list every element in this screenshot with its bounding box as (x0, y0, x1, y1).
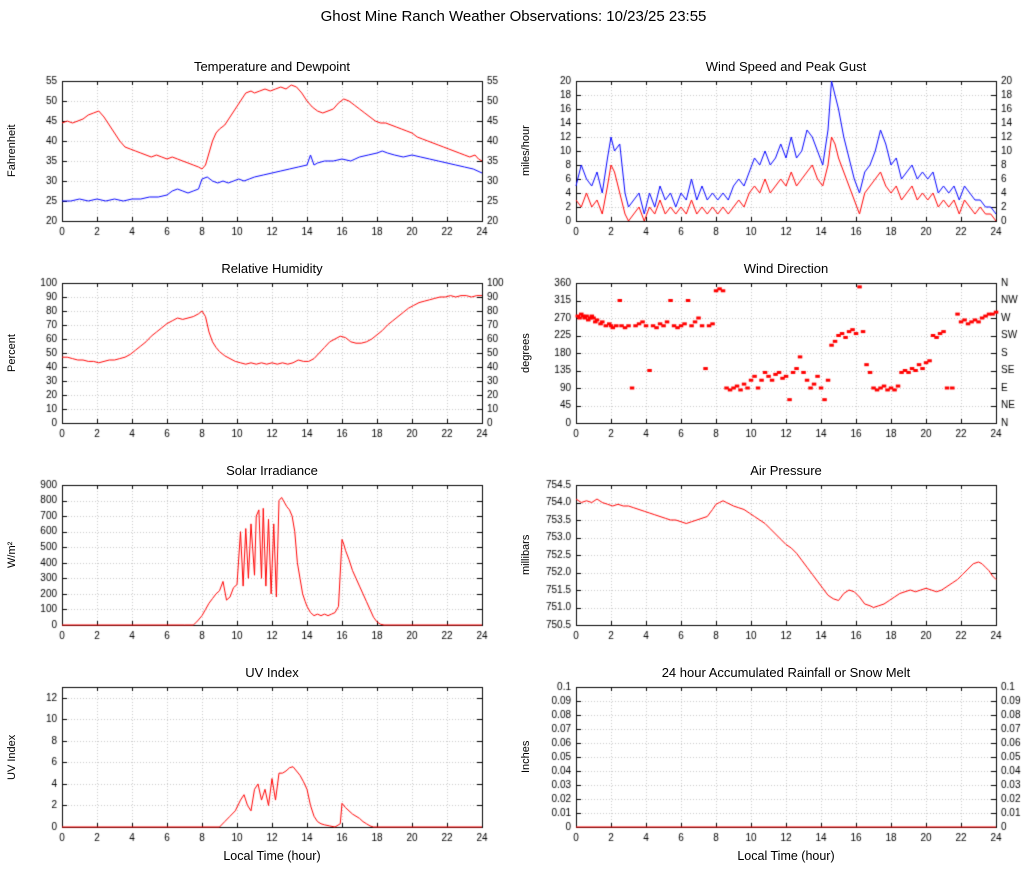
chart-rainfall: 24 hour Accumulated Rainfall or Snow Mel… (514, 651, 1027, 878)
chart-relative-humidity: Relative Humidity Percent (0, 247, 513, 449)
y-axis-label: degrees (520, 333, 532, 373)
chart-wind-speed-gust: Wind Speed and Peak Gust miles/hour (514, 45, 1027, 247)
wind-direction-plot (514, 247, 1027, 449)
wind-speed-gust-plot (514, 45, 1027, 247)
x-axis-label: Local Time (hour) (223, 849, 321, 863)
chart-title: Temperature and Dewpoint (193, 59, 351, 74)
chart-title: Air Pressure (750, 463, 822, 478)
chart-solar-irradiance: Solar Irradiance W/m² (0, 449, 513, 651)
chart-air-pressure: Air Pressure millibars (514, 449, 1027, 651)
x-axis-label: Local Time (hour) (737, 849, 835, 863)
temperature-dewpoint-plot (0, 45, 513, 247)
chart-title: 24 hour Accumulated Rainfall or Snow Mel… (661, 665, 911, 680)
y-axis-label: Percent (6, 334, 18, 372)
solar-irradiance-plot (0, 449, 513, 651)
y-axis-label: W/m² (6, 541, 18, 569)
rainfall-plot (514, 651, 1027, 878)
y-axis-label: UV Index (6, 734, 18, 780)
relative-humidity-plot (0, 247, 513, 449)
chart-title: Solar Irradiance (226, 463, 318, 478)
page-title: Ghost Mine Ranch Weather Observations: 1… (320, 8, 707, 25)
chart-title: Relative Humidity (221, 261, 323, 276)
y-axis-label: Inches (520, 740, 532, 774)
uv-index-plot (0, 651, 513, 878)
chart-title: UV Index (245, 665, 299, 680)
y-axis-label: Fahrenheit (6, 124, 18, 178)
chart-temperature-dewpoint: Temperature and Dewpoint Fahrenheit (0, 45, 513, 247)
chart-wind-direction: Wind Direction degrees (514, 247, 1027, 449)
chart-title: Wind Direction (743, 261, 829, 276)
y-axis-label: miles/hour (520, 125, 532, 177)
chart-title: Wind Speed and Peak Gust (705, 59, 867, 74)
air-pressure-plot (514, 449, 1027, 651)
y-axis-label: millibars (520, 534, 532, 576)
chart-uv-index: UV Index UV Index Local Time (hour) (0, 651, 513, 878)
